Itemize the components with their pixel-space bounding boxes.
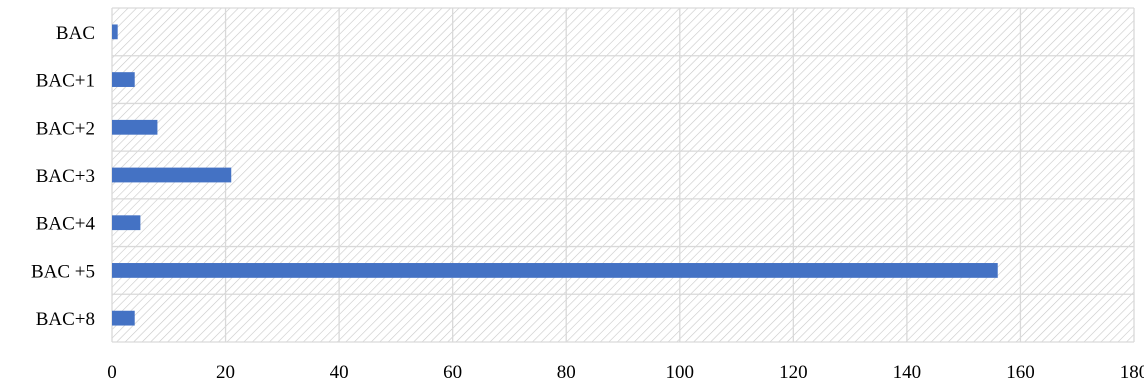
x-tick-label: 40 xyxy=(330,362,349,383)
category-label: BAC+3 xyxy=(36,166,95,187)
x-tick-label: 60 xyxy=(443,362,462,383)
category-label: BAC xyxy=(56,23,95,44)
x-tick-label: 0 xyxy=(107,362,117,383)
x-tick-label: 160 xyxy=(1006,362,1035,383)
bar-bac xyxy=(112,24,118,39)
y-axis-category-labels: BAC BAC+1 BAC+2 BAC+3 BAC+4 BAC +5 BAC+8 xyxy=(31,23,96,330)
x-tick-label: 180 xyxy=(1120,362,1144,383)
category-label: BAC+8 xyxy=(36,309,95,330)
x-tick-label: 20 xyxy=(216,362,235,383)
bar-bac-8 xyxy=(112,311,135,326)
category-label: BAC+2 xyxy=(36,118,95,139)
x-tick-label: 120 xyxy=(779,362,808,383)
x-tick-label: 140 xyxy=(893,362,922,383)
x-tick-label: 80 xyxy=(557,362,576,383)
bar-bac-5 xyxy=(112,263,998,278)
plot-area-background xyxy=(112,8,1134,342)
category-label: BAC+1 xyxy=(36,71,95,92)
bar-bac-4 xyxy=(112,215,140,230)
category-label: BAC +5 xyxy=(31,261,95,282)
x-axis-tick-labels: 0 20 40 60 80 100 120 140 160 180 xyxy=(107,362,1144,383)
bar-bac-3 xyxy=(112,168,231,183)
category-label: BAC+4 xyxy=(36,214,96,235)
x-tick-label: 100 xyxy=(666,362,695,383)
bar-bac-2 xyxy=(112,120,157,135)
bar-bac-1 xyxy=(112,72,135,87)
